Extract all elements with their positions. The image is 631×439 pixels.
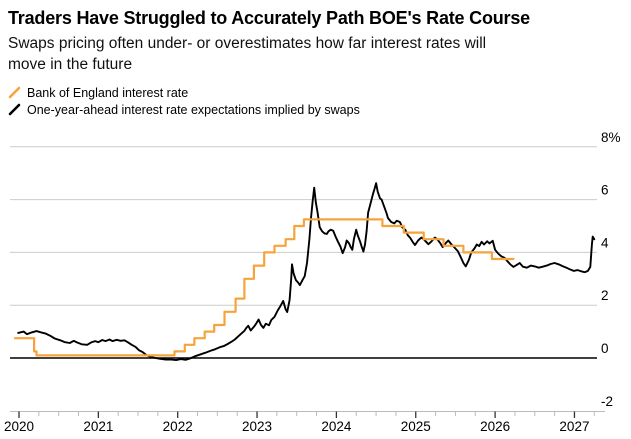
chart-subtitle-line-1: Swaps pricing often under- or overestima… [8, 35, 487, 52]
chart-title: Traders Have Struggled to Accurately Pat… [8, 8, 530, 28]
x-tick-label: 2026 [480, 419, 510, 434]
boe-rate-slash-icon [8, 86, 21, 99]
chart-subtitle: Swaps pricing often under- or overestima… [8, 33, 624, 75]
legend-item-swaps-expectations: One-year-ahead interest rate expectation… [8, 101, 624, 118]
y-tick-label: 0 [601, 341, 609, 356]
boe-rate-line [13, 218, 515, 357]
legend-label-swaps-expectations: One-year-ahead interest rate expectation… [27, 102, 360, 117]
y-tick-label: 2 [601, 288, 609, 303]
chart-subtitle-line-2: move in the future [8, 56, 133, 73]
x-tick-label: 2020 [4, 419, 34, 434]
y-tick-label: 8% [601, 130, 621, 145]
chart-header: Traders Have Struggled to Accurately Pat… [8, 6, 624, 118]
y-tick-label: 6 [601, 183, 609, 198]
x-tick-label: 2023 [242, 419, 272, 434]
legend-label-boe-rate: Bank of England interest rate [27, 85, 189, 100]
swaps-expectations-slash-icon [8, 103, 21, 116]
legend-item-boe-rate: Bank of England interest rate [8, 84, 624, 101]
y-tick-label: -2 [601, 394, 613, 409]
x-tick-label: 2024 [321, 419, 352, 434]
x-tick-label: 2027 [559, 419, 589, 434]
x-tick-label: 2021 [83, 419, 113, 434]
x-tick-label: 2025 [401, 419, 431, 434]
swaps-expectations-line [17, 182, 596, 362]
chart-legend: Bank of England interest rate One-year-a… [8, 84, 624, 118]
x-tick-label: 2022 [163, 419, 193, 434]
y-tick-label: 4 [601, 235, 609, 250]
